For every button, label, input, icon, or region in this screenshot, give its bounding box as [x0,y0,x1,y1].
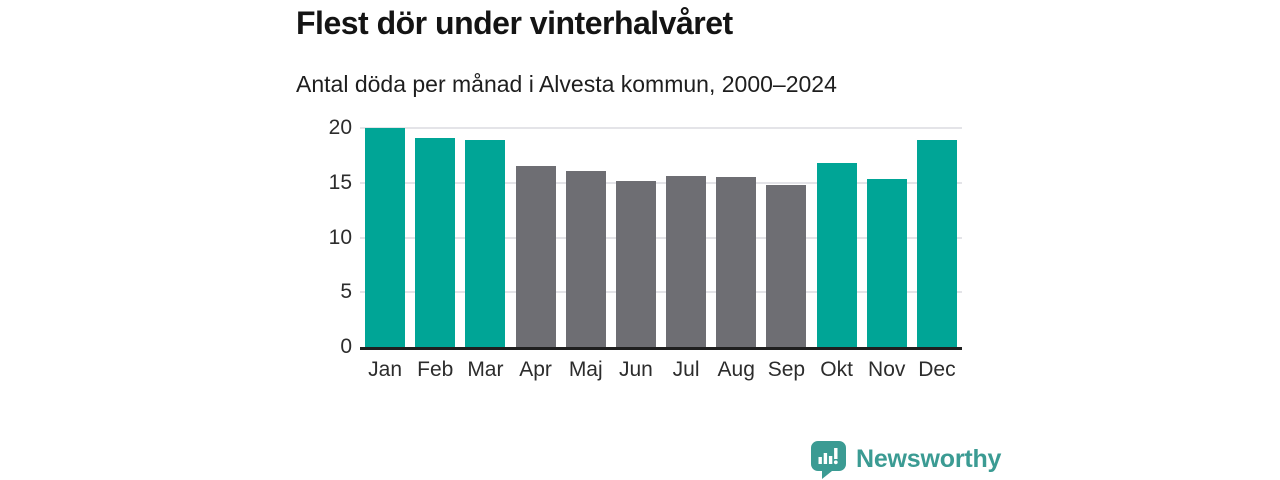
bar-aug [716,177,757,347]
gridline-y20 [360,127,962,129]
x-tick-jan: Jan [368,358,402,381]
x-tick-maj: Maj [568,358,603,381]
x-tick-apr: Apr [519,358,552,381]
bar-dec [916,140,957,347]
x-tick-jun: Jun [618,358,653,381]
bar-jun [615,180,656,347]
x-tick-feb: Feb [417,358,454,381]
x-tick-dec: Dec [918,358,956,381]
bar-jan [365,128,406,347]
x-tick-mar: Mar [467,358,504,381]
brand-footer: Newsworthy [810,440,1001,479]
bar-nov [866,179,907,347]
y-tick-10: 10 [328,225,352,249]
gridline-y15 [360,181,962,184]
gridline-y5 [360,291,962,294]
y-tick-15: 15 [328,170,352,194]
chart-title: Flest dör under vinterhalvåret [296,5,733,41]
bar-feb [415,137,456,347]
x-tick-nov: Nov [868,358,906,381]
bar-okt [816,163,857,347]
bar-sep [766,184,807,347]
y-tick-5: 5 [340,280,352,304]
x-tick-sep: Sep [767,358,806,381]
x-tick-okt: Okt [820,358,853,381]
chart-subtitle: Antal döda per månad i Alvesta kommun, 2… [296,71,837,97]
x-tick-aug: Aug [717,358,755,381]
bar-mar [465,140,506,347]
bar-jul [666,176,707,347]
y-tick-20: 20 [328,116,352,139]
y-tick-0: 0 [340,335,352,358]
brand-name: Newsworthy [856,445,1002,473]
x-axis-labels: Jan Feb Mar Apr Maj Jun Jul Aug Sep Okt Nov Dec [360,357,962,387]
bar-apr [515,166,556,347]
gridline-y10 [360,236,962,239]
x-tick-jul: Jul [672,358,700,381]
bar-maj [565,170,606,347]
newsworthy-logo-icon [810,440,847,479]
plot-area [360,127,962,350]
y-axis-labels: 0 5 10 15 20 [288,116,352,368]
